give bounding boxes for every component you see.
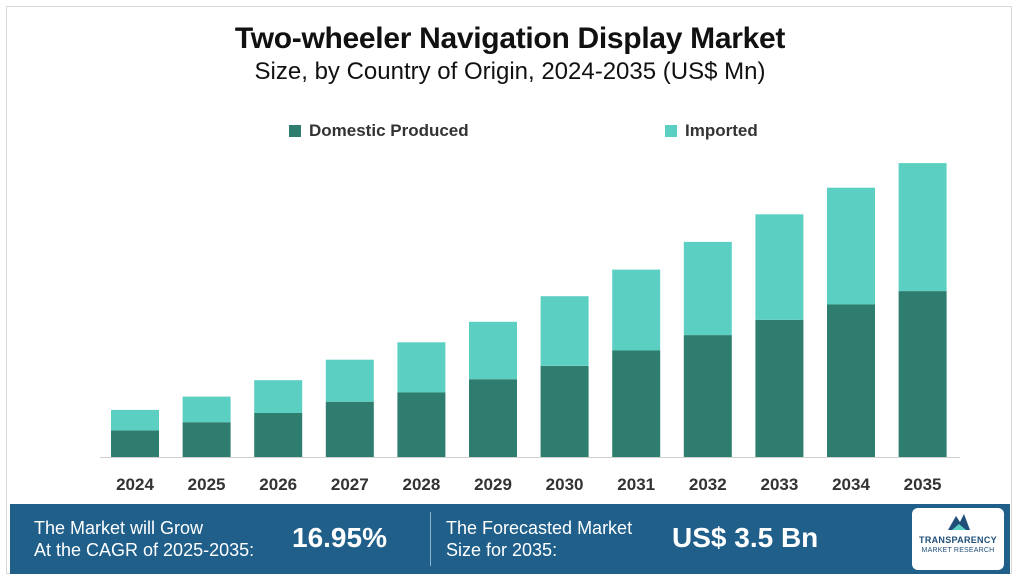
legend-item-domestic: Domestic Produced xyxy=(289,121,469,141)
cagr-label-line2: At the CAGR of 2025-2035: xyxy=(34,540,255,560)
forecast-label-line1: The Forecasted Market xyxy=(446,518,633,538)
bar-imported-2034 xyxy=(827,187,875,305)
x-tick-label-2027: 2027 xyxy=(331,475,369,494)
footer-banner: The Market will Grow At the CAGR of 2025… xyxy=(10,504,1010,574)
legend-swatch-imported xyxy=(665,125,677,137)
bar-domestic-2032 xyxy=(683,335,732,457)
logo-mark-icon xyxy=(948,514,970,530)
bar-domestic-2028 xyxy=(397,392,446,457)
x-tick-label-2034: 2034 xyxy=(832,475,870,494)
bar-domestic-2034 xyxy=(827,304,875,457)
legend-label-imported: Imported xyxy=(685,121,758,140)
x-tick-label-2035: 2035 xyxy=(904,475,942,494)
x-tick-label-2025: 2025 xyxy=(188,475,226,494)
bar-imported-2028 xyxy=(397,342,446,393)
cagr-label-line1: The Market will Grow xyxy=(34,518,204,538)
forecast-value: US$ 3.5 Bn xyxy=(672,522,819,553)
footer-divider xyxy=(430,512,431,566)
bar-domestic-2035 xyxy=(898,291,947,457)
company-logo: TRANSPARENCY MARKET RESEARCH xyxy=(912,508,1004,570)
x-tick-label-2032: 2032 xyxy=(689,475,727,494)
legend-label-domestic: Domestic Produced xyxy=(309,121,469,140)
x-tick-label-2026: 2026 xyxy=(259,475,297,494)
bar-domestic-2025 xyxy=(182,422,231,457)
x-tick-label-2028: 2028 xyxy=(402,475,440,494)
bar-imported-2029 xyxy=(469,321,517,380)
bar-domestic-2024 xyxy=(111,430,159,457)
bar-imported-2025 xyxy=(182,396,231,423)
bar-imported-2030 xyxy=(540,296,589,366)
cagr-value: 16.95% xyxy=(292,522,387,553)
bar-domestic-2027 xyxy=(325,401,374,457)
x-tick-label-2029: 2029 xyxy=(474,475,512,494)
bar-imported-2035 xyxy=(898,163,947,292)
legend-item-imported: Imported xyxy=(665,121,758,141)
bar-domestic-2031 xyxy=(612,350,661,457)
logo-text-line2: MARKET RESEARCH xyxy=(921,547,995,554)
x-tick-label-2024: 2024 xyxy=(116,475,154,494)
cagr-label: The Market will Grow At the CAGR of 2025… xyxy=(34,517,254,561)
bar-imported-2026 xyxy=(254,380,303,413)
bar-imported-2031 xyxy=(612,269,661,351)
chart-title: Two-wheeler Navigation Display Market xyxy=(234,22,786,55)
bar-imported-2027 xyxy=(325,359,374,402)
x-tick-label-2030: 2030 xyxy=(546,475,584,494)
bar-imported-2024 xyxy=(111,409,159,431)
legend-swatch-domestic xyxy=(289,125,301,137)
forecast-label: The Forecasted Market Size for 2035: xyxy=(446,517,632,561)
x-tick-label-2031: 2031 xyxy=(617,475,655,494)
stacked-bar-chart: 2024 2025 2026 2027 2028 2029 2030 2031 2032 2033… xyxy=(100,163,960,494)
bar-domestic-2026 xyxy=(254,413,303,457)
chart-subtitle: Size, by Country of Origin, 2024-2035 (U… xyxy=(254,58,766,85)
x-tick-label-2033: 2033 xyxy=(760,475,798,494)
bar-domestic-2033 xyxy=(755,319,804,457)
bar-domestic-2029 xyxy=(469,379,517,457)
logo-text-line1: TRANSPARENCY xyxy=(919,535,997,545)
bar-imported-2032 xyxy=(683,241,732,336)
bar-imported-2033 xyxy=(755,214,804,320)
bar-domestic-2030 xyxy=(540,365,589,457)
forecast-label-line2: Size for 2035: xyxy=(446,540,558,560)
legend: Domestic Produced Imported xyxy=(0,121,1020,143)
